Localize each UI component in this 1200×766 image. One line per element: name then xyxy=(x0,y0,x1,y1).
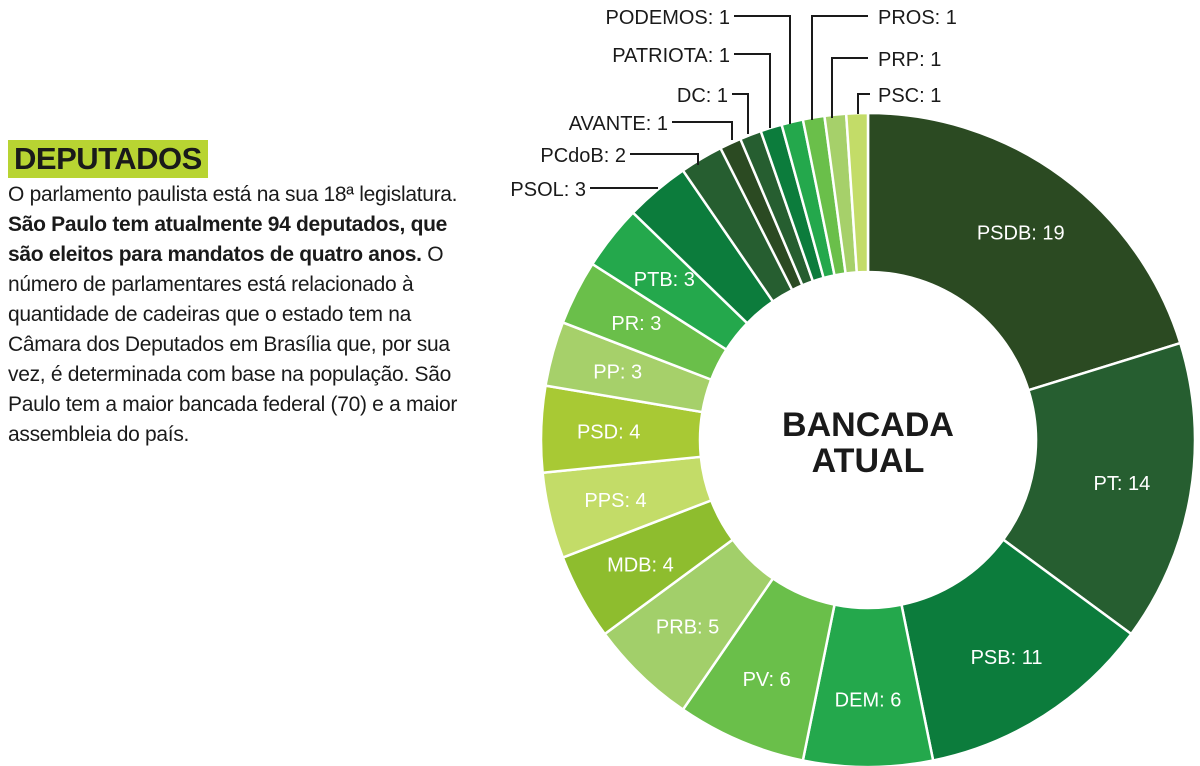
description-part-2: O número de parlamentares está relaciona… xyxy=(8,243,458,446)
slice-label-patriota: PATRIOTA: 1 xyxy=(612,45,730,67)
slice-pt xyxy=(1001,341,1197,636)
leader-prp xyxy=(831,57,868,118)
slice-label-pp: PP: 3 xyxy=(593,361,642,383)
slice-label-pv: PV: 6 xyxy=(743,669,791,691)
slice-label-podemos: PODEMOS: 1 xyxy=(606,7,730,29)
leader-avante xyxy=(672,121,733,140)
slice-label-psol: PSOL: 3 xyxy=(510,179,586,201)
slice-psc xyxy=(844,111,870,274)
donut-slices xyxy=(539,111,1197,766)
slice-label-dc: DC: 1 xyxy=(677,85,728,107)
slice-label-prp: PRP: 1 xyxy=(878,49,941,71)
slice-label-mdb: MDB: 4 xyxy=(607,555,674,577)
slice-label-dem: DEM: 6 xyxy=(835,690,902,712)
slice-label-ptb: PTB: 3 xyxy=(634,269,695,291)
leader-podemos xyxy=(734,15,791,124)
slice-labels: PSDB: 19 PT: 14 PSB: 11 DEM: 6 PV: 6 PRB: 5 MD… xyxy=(510,7,1150,712)
leader-lines xyxy=(590,15,870,189)
slice-label-psdb: PSDB: 19 xyxy=(977,223,1065,245)
description-part-1: O parlamento paulista está na sua 18ª le… xyxy=(8,183,458,206)
center-label-line-1: BANCADA xyxy=(782,406,954,444)
slice-label-pt: PT: 14 xyxy=(1094,473,1151,495)
center-label-line-2: ATUAL xyxy=(812,442,925,480)
slice-label-psb: PSB: 11 xyxy=(971,647,1043,669)
description-bold: São Paulo tem atualmente 94 deputados, q… xyxy=(8,213,448,266)
slice-label-prb: PRB: 5 xyxy=(656,617,719,639)
slice-label-psc: PSC: 1 xyxy=(878,85,941,107)
leader-pros xyxy=(811,15,868,120)
leader-pcdob xyxy=(630,153,699,165)
leader-psc xyxy=(857,93,870,114)
slice-label-pr: PR: 3 xyxy=(611,313,661,335)
panel-description: O parlamento paulista está na sua 18ª le… xyxy=(8,180,468,450)
slice-label-pps: PPS: 4 xyxy=(584,490,646,512)
panel-heading: DEPUTADOS xyxy=(8,140,208,178)
slice-psdb xyxy=(866,111,1182,392)
slice-label-pcdob: PCdoB: 2 xyxy=(540,145,626,167)
leader-patriota xyxy=(734,53,771,128)
slice-label-avante: AVANTE: 1 xyxy=(569,113,668,135)
slice-label-pros: PROS: 1 xyxy=(878,7,957,29)
leader-dc xyxy=(732,93,749,134)
slice-label-psd: PSD: 4 xyxy=(577,421,640,443)
